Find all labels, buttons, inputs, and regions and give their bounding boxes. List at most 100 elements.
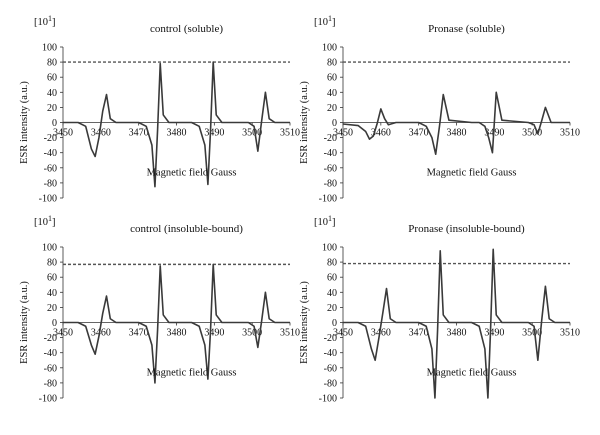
y-tick-label: 40 — [327, 88, 337, 99]
y-tick-label: -40 — [324, 348, 337, 359]
esr-spectrum-line — [342, 91, 570, 156]
x-tick-label: 3490 — [204, 328, 224, 339]
y-tick-label: 20 — [47, 303, 57, 314]
x-tick-label: 3490 — [484, 328, 504, 339]
panel-1: 100 80 60 40 20 0 -20 -40 -60 -80 -100 3450 3460 3470… — [19, 14, 300, 205]
x-tick-label: 3450 — [53, 128, 73, 139]
multiplier-base: [10 — [314, 17, 328, 28]
y-tick-label: -40 — [44, 348, 57, 359]
y-tick-label: -80 — [324, 178, 337, 189]
x-tick-label: 3470 — [129, 128, 149, 139]
y-tick-label: 100 — [42, 243, 57, 254]
x-tick-label: 3470 — [409, 328, 429, 339]
x-tick-label: 3510 — [280, 328, 300, 339]
multiplier-base: [10 — [34, 17, 48, 28]
esr-spectrum-line — [63, 263, 290, 384]
y-tick-label: -80 — [44, 178, 57, 189]
x-axis-label: Magnetic field Gauss — [147, 367, 237, 378]
y-tick-label: 100 — [42, 43, 57, 54]
y-axis-label: ESR intensity (a.u.) — [299, 281, 310, 364]
scale-multiplier: [101] — [34, 214, 56, 228]
y-tick-label: 20 — [327, 103, 337, 114]
y-tick-label: -60 — [324, 363, 337, 374]
y-tick-label: 60 — [327, 273, 337, 284]
panel-3: 100 80 60 40 20 0 -20 -40 -60 -80 -100 3450 3460 3470… — [19, 214, 300, 405]
panel-title: Pronase (soluble) — [428, 23, 505, 35]
y-tick-label: 40 — [47, 88, 57, 99]
y-tick-label: 80 — [327, 258, 337, 269]
multiplier-exponent: 1 — [48, 214, 52, 223]
x-tick-label: 3500 — [242, 328, 262, 339]
y-tick-label: -20 — [44, 133, 57, 144]
y-tick-label: -100 — [39, 394, 57, 405]
x-tick-label: 3470 — [409, 128, 429, 139]
x-tick-label: 3480 — [447, 328, 467, 339]
scale-multiplier: [101] — [34, 14, 56, 28]
y-tick-label: -100 — [39, 194, 57, 205]
multiplier-exponent: 1 — [328, 214, 332, 223]
y-tick-label: 40 — [327, 288, 337, 299]
y-axis-label: ESR intensity (a.u.) — [19, 81, 30, 164]
y-tick-label: -100 — [319, 194, 337, 205]
x-tick-label: 3480 — [447, 128, 467, 139]
x-tick-label: 3480 — [167, 328, 187, 339]
y-tick-label: -100 — [319, 394, 337, 405]
multiplier-exponent: 1 — [48, 14, 52, 23]
y-tick-label: -60 — [44, 363, 57, 374]
scale-multiplier: [101] — [314, 214, 336, 228]
x-tick-label: 3460 — [371, 128, 391, 139]
panel-4: 100 80 60 40 20 0 -20 -40 -60 -80 -100 3450 3460 3470… — [299, 214, 580, 405]
y-tick-label: -60 — [324, 163, 337, 174]
multiplier-close: ] — [52, 217, 56, 228]
multiplier-exponent: 1 — [328, 14, 332, 23]
y-tick-label: -20 — [324, 133, 337, 144]
panel-title: control (soluble) — [150, 23, 223, 35]
y-tick-label: 0 — [332, 118, 337, 129]
multiplier-base: [10 — [314, 217, 328, 228]
y-tick-label: -80 — [324, 378, 337, 389]
y-tick-label: 60 — [327, 73, 337, 84]
y-tick-label: -20 — [44, 333, 57, 344]
y-tick-label: -60 — [44, 163, 57, 174]
x-tick-label: 3510 — [560, 128, 580, 139]
x-tick-label: 3510 — [280, 128, 300, 139]
x-tick-label: 3450 — [333, 328, 353, 339]
esr-spectrum-line — [343, 248, 570, 399]
x-tick-label: 3490 — [204, 128, 224, 139]
x-axis-label: Magnetic field Gauss — [427, 367, 517, 378]
y-tick-label: 20 — [47, 103, 57, 114]
multiplier-close: ] — [332, 217, 336, 228]
y-tick-label: 0 — [332, 318, 337, 329]
y-tick-label: 80 — [327, 58, 337, 69]
x-tick-label: 3500 — [522, 128, 542, 139]
x-tick-label: 3470 — [129, 328, 149, 339]
panel-title: Pronase (insoluble-bound) — [408, 223, 525, 235]
y-tick-label: 100 — [322, 43, 337, 54]
y-tick-label: 60 — [47, 73, 57, 84]
esr-spectrum-line — [63, 61, 290, 188]
y-tick-label: -20 — [324, 333, 337, 344]
y-tick-label: 0 — [52, 318, 57, 329]
y-tick-label: 60 — [47, 273, 57, 284]
multiplier-base: [10 — [34, 217, 48, 228]
y-axis-label: ESR intensity (a.u.) — [299, 81, 310, 164]
x-tick-label: 3460 — [91, 328, 111, 339]
scale-multiplier: [101] — [314, 14, 336, 28]
y-tick-label: -40 — [44, 148, 57, 159]
x-axis-label: Magnetic field Gauss — [147, 167, 237, 178]
y-tick-label: 20 — [327, 303, 337, 314]
x-tick-label: 3450 — [333, 128, 353, 139]
x-tick-label: 3460 — [371, 328, 391, 339]
panel-2: 100 80 60 40 20 0 -20 -40 -60 -80 -100 3450 3460 3470… — [299, 14, 580, 205]
panel-title: control (insoluble-bound) — [130, 223, 243, 235]
x-tick-label: 3460 — [91, 128, 111, 139]
multiplier-close: ] — [52, 17, 56, 28]
y-tick-label: 0 — [52, 118, 57, 129]
y-tick-label: 80 — [47, 58, 57, 69]
y-axis-label: ESR intensity (a.u.) — [19, 281, 30, 364]
x-tick-label: 3510 — [560, 328, 580, 339]
y-tick-label: 80 — [47, 258, 57, 269]
y-tick-label: -40 — [324, 148, 337, 159]
x-axis-label: Magnetic field Gauss — [427, 167, 517, 178]
